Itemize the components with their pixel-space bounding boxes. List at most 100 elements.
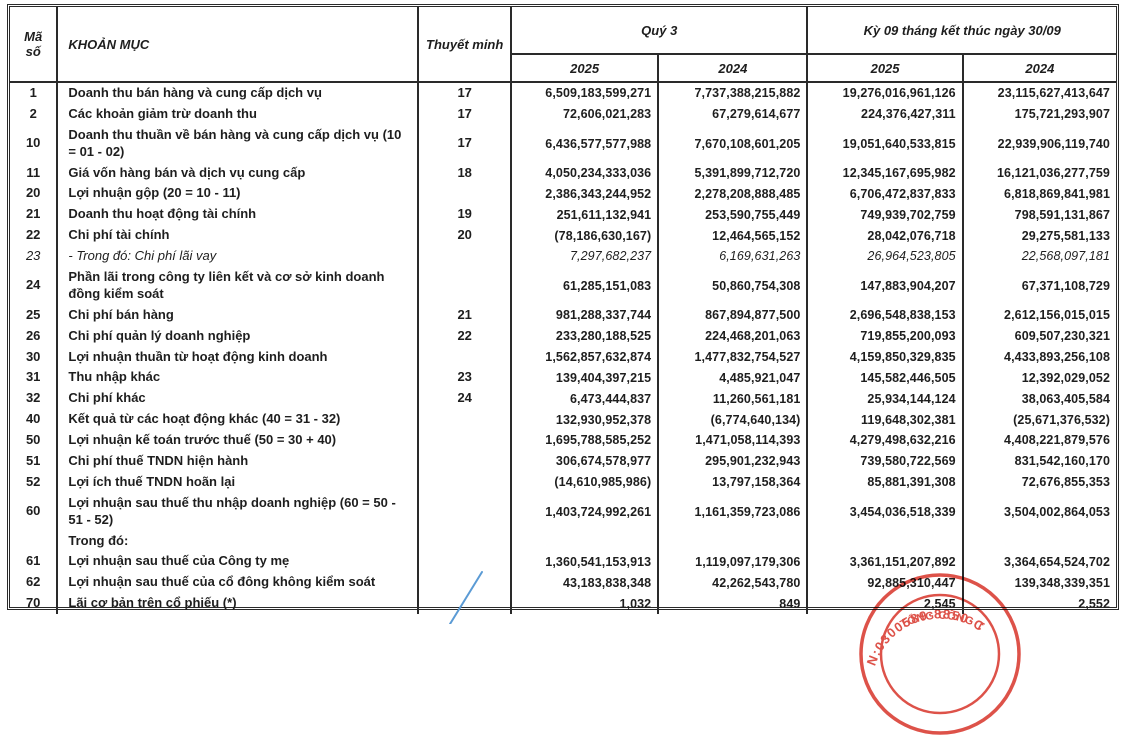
row-code: 26 [10, 325, 59, 347]
row-label: Lợi nhuận gộp (20 = 10 - 11) [57, 183, 420, 205]
row-code: 52 [10, 471, 59, 493]
row-label: Chi phí khác [57, 388, 420, 410]
value-q3-2024: 867,894,877,500 [658, 304, 809, 326]
seal-arc-text: N:0300589·8850·C [864, 606, 987, 667]
row-code: 60 [10, 492, 59, 531]
row-code: 61 [10, 551, 59, 573]
value-9m-2025: 224,376,427,311 [807, 103, 964, 125]
column-header-item: KHOẢN MỤC [57, 7, 420, 83]
row-note: 19 [418, 204, 513, 226]
row-note [418, 492, 513, 531]
value-9m-2025: 3,361,151,207,892 [807, 551, 964, 573]
table-row: 22 Chi phí tài chính 20 (78,186,630,167) 12,… [10, 225, 1116, 247]
value-9m-2024: (25,671,376,532) [1013, 412, 1110, 427]
column-header-9m-2025: 2025 [807, 54, 964, 83]
row-note [418, 183, 513, 205]
value-9m-2024: 3,504,002,864,053 [1004, 504, 1110, 519]
value-q3-2024: 42,262,543,780 [658, 572, 809, 594]
row-label: Thu nhập khác [57, 367, 420, 389]
value-q3-2025: 132,930,952,378 [511, 409, 660, 431]
row-code: 31 [10, 367, 59, 389]
row-note [418, 451, 513, 472]
value-q3-2025: 139,404,397,215 [511, 367, 660, 389]
row-label: - Trong đó: Chi phí lãi vay [57, 246, 420, 268]
row-label: Lợi nhuận sau thuế thu nhập doanh nghiệp… [57, 492, 420, 531]
value-9m-2025: 6,706,472,837,833 [807, 183, 964, 205]
table-row: 60 Lợi nhuận sau thuế thu nhập doanh nghi… [10, 492, 1116, 531]
value-9m-2025: 28,042,076,718 [807, 225, 964, 247]
value-q3-2024: 11,260,561,181 [658, 388, 809, 410]
table-row: 21 Doanh thu hoạt động tài chính 19 251,611… [10, 204, 1116, 226]
table-row: 11 Giá vốn hàng bán và dịch vụ cung cấp 18… [10, 162, 1116, 184]
table-row: 51 Chi phí thuế TNDN hiện hành 306,674,578… [10, 451, 1116, 472]
report-table-body: 1 Doanh thu bán hàng và cung cấp dịch vụ 1… [10, 82, 1116, 615]
row-label: Lợi ích thuế TNDN hoãn lại [57, 471, 420, 493]
value-q3-2024: 13,797,158,364 [658, 471, 809, 493]
value-9m-2025: 4,279,498,632,216 [807, 430, 964, 452]
value-q3-2024: 7,670,108,601,205 [658, 124, 809, 163]
row-note [418, 430, 513, 452]
row-label: Trong đó: [57, 530, 420, 552]
value-q3-2025: 1,562,857,632,874 [511, 346, 660, 368]
row-note: 22 [418, 325, 513, 347]
row-label: Doanh thu hoạt động tài chính [57, 204, 420, 226]
value-9m-2024 [963, 531, 1116, 552]
column-header-q3-2025: 2025 [511, 54, 660, 83]
value-9m-2024: 4,433,893,256,108 [1004, 349, 1110, 364]
value-9m-2025: 19,051,640,533,815 [807, 124, 964, 163]
row-label: Doanh thu thuần về bán hàng và cung cấp … [57, 124, 420, 163]
row-code: 40 [10, 409, 59, 431]
row-label: Lợi nhuận sau thuế của Công ty mẹ [57, 551, 420, 573]
value-9m-2024: 72,676,855,353 [1021, 475, 1110, 490]
value-9m-2024: 2,552 [1078, 596, 1110, 611]
row-label: Kết quả từ các hoạt động khác (40 = 31 -… [57, 409, 420, 431]
row-code: 32 [10, 388, 59, 410]
row-label: Chi phí bán hàng [57, 304, 420, 326]
table-row: Trong đó: [10, 530, 1116, 552]
column-header-q3-2024: 2024 [658, 54, 809, 83]
value-9m-2024: 609,507,230,321 [1014, 329, 1110, 343]
value-q3-2025: 4,050,234,333,036 [511, 162, 660, 184]
value-q3-2024: 1,477,832,754,527 [658, 346, 809, 368]
value-9m-2024: 4,408,221,879,576 [1004, 433, 1110, 448]
value-q3-2024: 12,464,565,152 [658, 225, 809, 247]
table-row: 30 Lợi nhuận thuần từ hoạt động kinh doan… [10, 346, 1116, 368]
value-9m-2024: 798,591,131,867 [1014, 207, 1110, 222]
row-code [10, 530, 59, 552]
value-q3-2025: 306,674,578,977 [511, 451, 660, 472]
value-q3-2025: 1,403,724,992,261 [511, 492, 660, 531]
row-code: 2 [10, 103, 59, 125]
row-code: 23 [10, 246, 59, 268]
column-header-note: Thuyết minh [418, 7, 513, 83]
value-9m-2024: 831,542,160,170 [1014, 454, 1110, 469]
value-q3-2025: (78,186,630,167) [511, 225, 660, 247]
value-q3-2025: 1,032 [511, 593, 660, 615]
table-row: 10 Doanh thu thuần về bán hàng và cung cấ… [10, 124, 1116, 163]
row-label: Lợi nhuận sau thuế của cổ đông không kiể… [57, 572, 420, 594]
row-note [418, 593, 513, 615]
value-9m-2024: 23,115,627,413,647 [997, 86, 1110, 101]
column-group-quarter3: Quý 3 [511, 7, 809, 55]
row-code: 30 [10, 346, 59, 368]
scanned-income-statement-page: { "table": { "header": { "code": "Mã số"… [7, 4, 1119, 735]
value-q3-2025: 233,280,188,525 [511, 325, 660, 347]
row-code: 20 [10, 183, 59, 205]
value-9m-2024: 22,939,906,119,740 [997, 136, 1110, 151]
value-q3-2025: 7,297,682,237 [511, 246, 660, 268]
row-label: Lợi nhuận kế toán trước thuế (50 = 30 + … [57, 430, 420, 452]
row-code: 24 [10, 267, 59, 305]
value-q3-2025: 251,611,132,941 [511, 204, 660, 226]
value-q3-2025: 981,288,337,744 [511, 304, 660, 326]
row-code: 25 [10, 304, 59, 326]
table-row: 24 Phần lãi trong công ty liên kết và cơ … [10, 267, 1116, 305]
value-q3-2025: 43,183,838,348 [511, 572, 660, 594]
value-9m-2025: 719,855,200,093 [807, 325, 964, 347]
value-q3-2024: 2,278,208,888,485 [658, 183, 809, 205]
table-row: 70 Lãi cơ bản trên cổ phiếu (*) 1,032 849 2,… [10, 593, 1116, 615]
row-note: 20 [418, 225, 513, 247]
value-9m-2024: 175,721,293,907 [1014, 107, 1110, 122]
value-9m-2024: 22,568,097,181 [1021, 249, 1110, 264]
row-label: Các khoản giảm trừ doanh thu [57, 103, 420, 125]
row-note [418, 551, 513, 573]
value-9m-2025: 92,885,310,447 [807, 572, 964, 594]
